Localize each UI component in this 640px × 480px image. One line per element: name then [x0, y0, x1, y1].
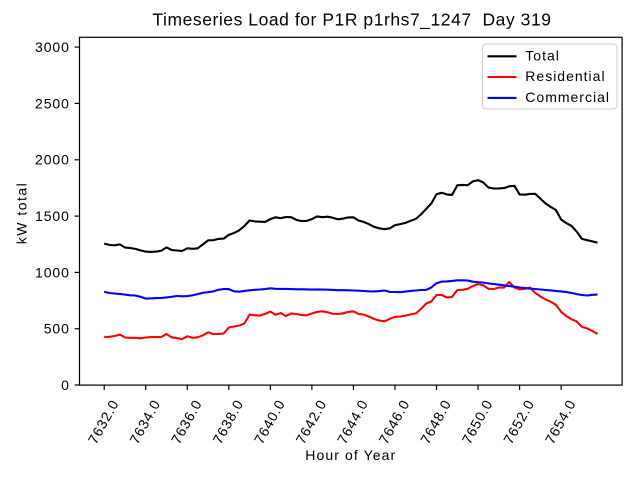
svg-text:Total: Total [525, 47, 560, 63]
svg-text:2000: 2000 [35, 152, 70, 168]
svg-text:0: 0 [61, 377, 70, 393]
svg-text:Timeseries Load for P1R p1rhs7: Timeseries Load for P1R p1rhs7_1247 Day … [152, 9, 551, 30]
svg-text:Residential: Residential [525, 68, 605, 84]
svg-text:1000: 1000 [35, 264, 70, 280]
svg-text:1500: 1500 [35, 208, 70, 224]
svg-text:Commercial: Commercial [525, 89, 610, 105]
svg-text:Hour of Year: Hour of Year [305, 447, 396, 463]
svg-text:500: 500 [44, 321, 70, 337]
svg-text:2500: 2500 [35, 95, 70, 111]
svg-text:kW total: kW total [14, 182, 30, 245]
svg-text:3000: 3000 [35, 39, 70, 55]
